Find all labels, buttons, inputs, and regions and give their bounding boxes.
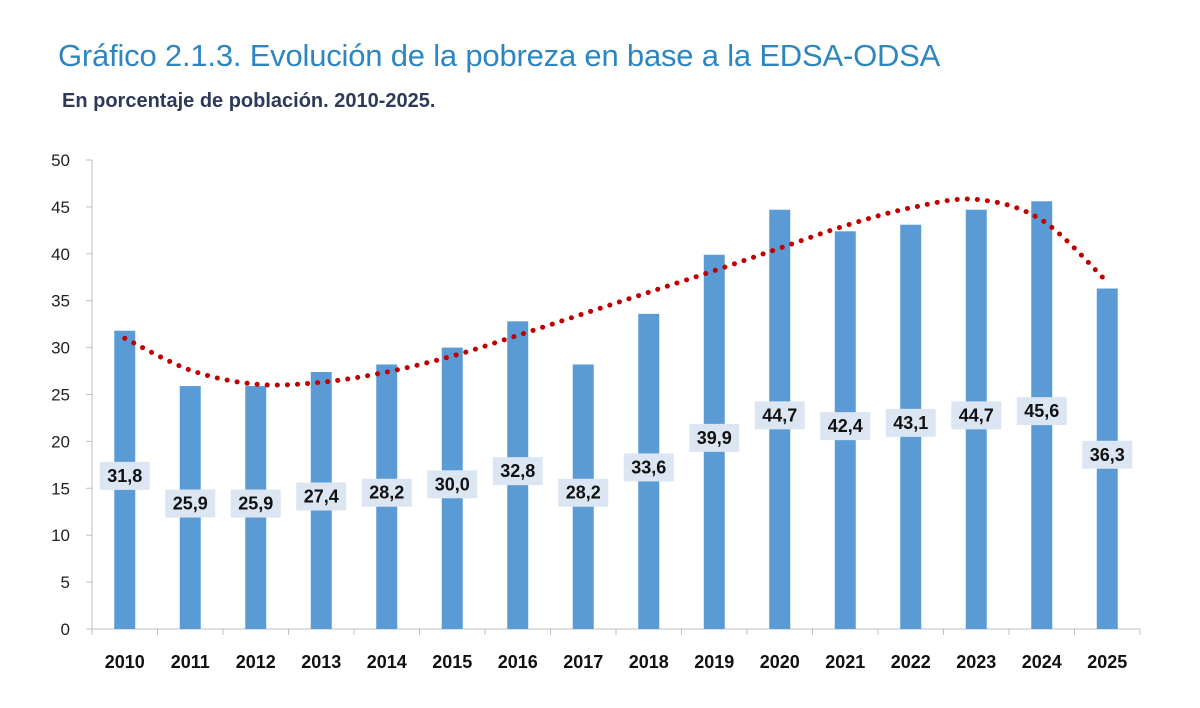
- x-tick-label: 2014: [367, 652, 407, 672]
- data-label-box: [361, 478, 412, 507]
- data-label-box: [820, 412, 871, 441]
- data-label: 42,4: [828, 416, 863, 436]
- y-tick-label: 50: [51, 151, 70, 170]
- x-tick-label: 2020: [760, 652, 800, 672]
- y-tick-label: 0: [61, 620, 70, 639]
- y-tick-label: 35: [51, 292, 70, 311]
- data-label-box: [754, 401, 805, 430]
- data-label: 44,7: [762, 405, 797, 425]
- data-label: 43,1: [893, 413, 928, 433]
- data-label-box: [99, 461, 150, 490]
- data-label-box: [230, 489, 281, 518]
- x-tick-label: 2018: [629, 652, 669, 672]
- y-tick-label: 20: [51, 432, 70, 451]
- data-label: 30,0: [435, 474, 470, 494]
- data-label: 25,9: [238, 494, 273, 514]
- data-labels: 31,8 25,9 25,9 27,4 28,2 30,0 32,8 28,2 33,6 39,9…: [99, 397, 1133, 518]
- data-label: 45,6: [1024, 401, 1059, 421]
- y-tick-label: 10: [51, 526, 70, 545]
- x-tick-label: 2024: [1022, 652, 1062, 672]
- data-label-box: [427, 470, 478, 499]
- data-label-box: [951, 401, 1002, 430]
- data-label-box: [558, 478, 609, 507]
- data-label: 27,4: [304, 486, 339, 506]
- y-tick-label: 15: [51, 479, 70, 498]
- x-tick-label: 2021: [825, 652, 865, 672]
- x-tick-label: 2012: [236, 652, 276, 672]
- data-label-box: [1082, 440, 1133, 469]
- x-tick-label: 2016: [498, 652, 538, 672]
- x-tick-label: 2023: [956, 652, 996, 672]
- y-tick-label: 40: [51, 245, 70, 264]
- x-tick-label: 2017: [563, 652, 603, 672]
- data-label-box: [492, 457, 543, 486]
- category-labels: 2010 2011 2012 2013 2014 2015 2016 2017 2018 2019…: [105, 652, 1128, 672]
- chart-title: Gráfico 2.1.3. Evolución de la pobreza e…: [58, 38, 941, 73]
- x-tick-label: 2013: [301, 652, 341, 672]
- x-tick-label: 2011: [171, 652, 210, 672]
- y-tick-label: 25: [51, 386, 70, 405]
- data-label: 39,9: [697, 428, 732, 448]
- data-label: 28,2: [369, 483, 404, 503]
- data-label: 31,8: [107, 466, 142, 486]
- x-tick-label: 2022: [891, 652, 931, 672]
- data-label: 33,6: [631, 457, 666, 477]
- data-label: 25,9: [173, 494, 208, 514]
- data-label-box: [623, 453, 674, 482]
- x-tick-label: 2019: [694, 652, 734, 672]
- data-label: 44,7: [959, 405, 994, 425]
- data-label-box: [1016, 397, 1067, 426]
- data-label: 36,3: [1090, 445, 1125, 465]
- y-tick-label: 5: [61, 573, 70, 592]
- x-tick-label: 2015: [432, 652, 472, 672]
- data-label-box: [885, 408, 936, 437]
- x-tick-label: 2010: [105, 652, 145, 672]
- trend-line-path: [122, 196, 1110, 388]
- x-tick-label: 2025: [1087, 652, 1127, 672]
- y-tick-label: 45: [51, 198, 70, 217]
- axes: 0 5 10 15 20 25 30 35 40 45 50: [51, 151, 1141, 639]
- data-label: 28,2: [566, 483, 601, 503]
- data-label: 32,8: [500, 461, 535, 481]
- data-label-box: [689, 423, 740, 452]
- data-label-box: [296, 482, 347, 511]
- y-tick-label: 30: [51, 339, 70, 358]
- trend-line: [122, 196, 1110, 388]
- chart-subtitle: En porcentaje de población. 2010-2025.: [62, 90, 436, 112]
- data-label-box: [165, 489, 216, 518]
